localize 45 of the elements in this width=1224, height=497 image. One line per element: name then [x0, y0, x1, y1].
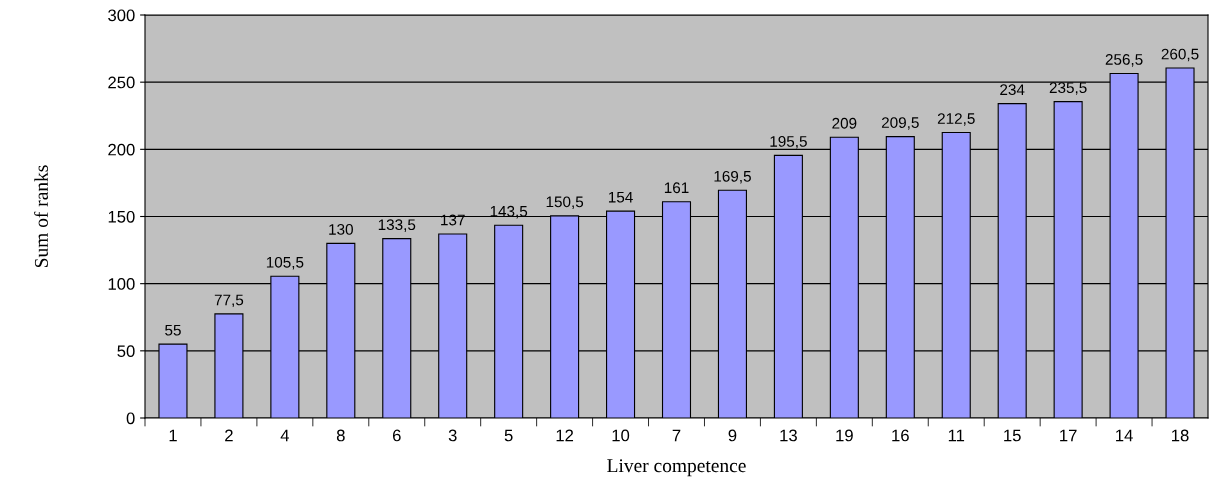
- data-label: 256,5: [1105, 54, 1143, 67]
- y-tick-label: 50: [117, 345, 135, 358]
- data-label: 260,5: [1161, 48, 1199, 62]
- x-tick-label: 4: [280, 429, 290, 442]
- data-label: 150,5: [546, 196, 584, 210]
- data-label: 105,5: [266, 256, 304, 270]
- x-tick-label: 15: [1004, 429, 1021, 442]
- y-tick-label: 300: [108, 9, 135, 22]
- y-tick-label: 150: [108, 210, 135, 223]
- x-tick-label: 18: [1172, 429, 1189, 442]
- data-label: 169,5: [714, 170, 751, 184]
- x-tick-label: 17: [1060, 429, 1077, 442]
- data-label: 209: [832, 117, 857, 129]
- x-tick-label: 13: [780, 429, 797, 442]
- data-label: 133,5: [378, 219, 416, 232]
- x-tick-label: 9: [728, 429, 737, 442]
- y-tick-label: 200: [108, 143, 135, 156]
- x-tick-label: 16: [892, 429, 909, 442]
- x-tick-label: 7: [672, 429, 681, 442]
- x-axis-title: Liver competence: [607, 459, 746, 477]
- data-label: 212,5: [937, 113, 975, 126]
- x-tick-label: 6: [392, 429, 401, 442]
- x-tick-label: 11: [948, 429, 965, 442]
- x-tick-label: 14: [1116, 429, 1133, 442]
- x-tick-label: 19: [836, 429, 853, 442]
- data-label: 209,5: [881, 117, 919, 130]
- data-label: 195,5: [770, 135, 807, 149]
- x-tick-label: 2: [225, 429, 233, 442]
- x-tick-label: 3: [448, 429, 457, 442]
- y-axis-title: Sum of ranks: [34, 165, 48, 268]
- y-tick-label: 0: [126, 412, 135, 425]
- x-tick-label: 8: [336, 429, 345, 442]
- y-tick-label: 250: [108, 76, 135, 89]
- y-tick-label: 100: [108, 278, 135, 290]
- data-label: 235,5: [1049, 82, 1087, 95]
- x-tick-label: 10: [612, 429, 630, 442]
- x-tick-label: 12: [556, 429, 574, 442]
- data-label: 77,5: [214, 294, 244, 308]
- data-label: 130: [329, 223, 353, 235]
- x-tick-label: 5: [504, 429, 513, 442]
- x-tick-label: 1: [169, 429, 177, 442]
- data-label: 154: [608, 191, 633, 203]
- data-label: 234: [1000, 84, 1025, 96]
- data-label: 161: [664, 182, 689, 194]
- data-label: 55: [165, 324, 181, 336]
